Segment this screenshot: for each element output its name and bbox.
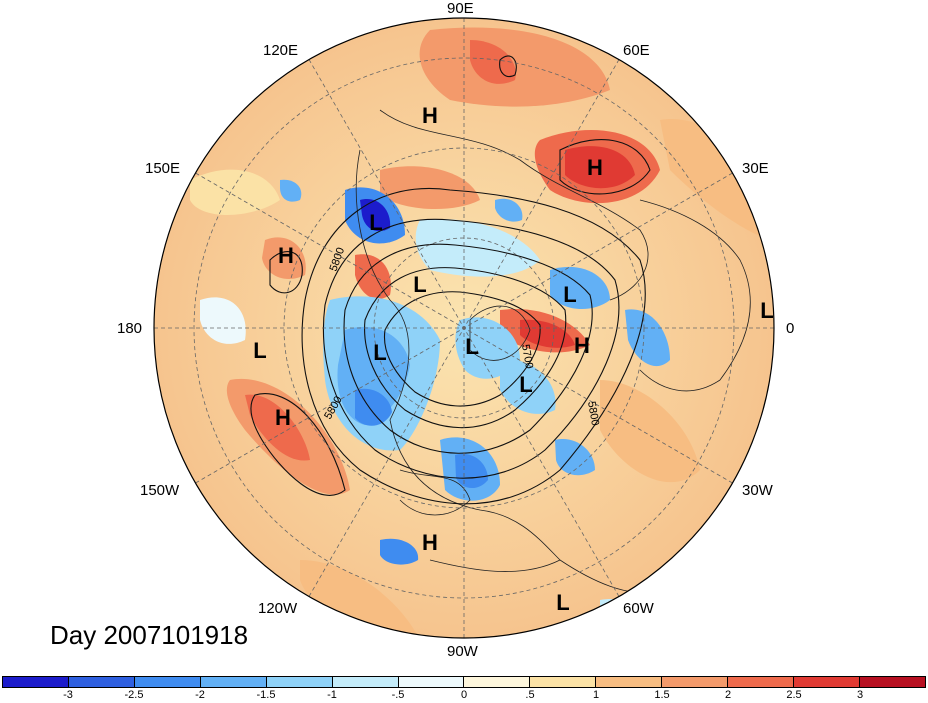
colorbar-tick-label: -3 xyxy=(63,689,73,701)
anomaly-field xyxy=(154,18,774,638)
colorbar-tick-label: 2.5 xyxy=(786,689,802,701)
map-boundary xyxy=(153,17,775,639)
low-pressure-marker: L xyxy=(465,334,478,359)
colorbar-tick-label: 3 xyxy=(856,689,864,701)
colorbar-swatch xyxy=(728,677,795,687)
high-pressure-marker: H xyxy=(278,243,294,268)
longitude-label-90e: 90E xyxy=(447,0,474,17)
longitude-label-180: 180 xyxy=(117,320,143,337)
colorbar-swatch xyxy=(68,677,135,687)
day-stamp: Day 2007101918 xyxy=(50,620,249,650)
colorbar-tick-label: 1 xyxy=(592,689,600,701)
colorbar-tick-label: -1.5 xyxy=(256,689,276,701)
low-pressure-marker: L xyxy=(369,210,382,235)
high-pressure-marker: H xyxy=(587,155,603,180)
colorbar-swatch xyxy=(464,677,531,687)
longitude-label-60e: 60E xyxy=(623,42,650,59)
colorbar-tick-labels: -3 -2.5 -2 -1.5 -1 -.5 0 .5 1 1.5 2 2.5 3 xyxy=(0,689,928,703)
longitude-label-150e: 150E xyxy=(145,160,181,177)
colorbar-tick-label: -1 xyxy=(327,689,337,701)
colorbar-swatch xyxy=(662,677,729,687)
longitude-label-30e: 30E xyxy=(742,160,769,177)
colorbar-swatch xyxy=(332,677,399,687)
colorbar-tick-label: -.5 xyxy=(391,689,405,701)
colorbar-tick-label: 1.5 xyxy=(654,689,670,701)
colorbar-swatch xyxy=(530,677,597,687)
high-pressure-marker: H xyxy=(422,530,438,555)
colorbar-swatch xyxy=(266,677,333,687)
colorbar-swatch xyxy=(794,677,860,687)
contour-label: 5800 xyxy=(585,400,601,426)
colorbar-tick-label: -2 xyxy=(195,689,205,701)
colorbar-tick-label: .5 xyxy=(525,689,535,701)
longitude-label-90w: 90W xyxy=(447,643,478,660)
colorbar-swatch xyxy=(398,677,465,687)
longitude-label-120w: 120W xyxy=(258,600,298,617)
colorbar-swatch xyxy=(596,677,663,687)
colorbar xyxy=(2,676,926,688)
colorbar-swatch xyxy=(200,677,267,687)
colorbar-tick-label: -2.5 xyxy=(124,689,144,701)
low-pressure-marker: L xyxy=(413,272,426,297)
low-pressure-marker: L xyxy=(519,372,532,397)
longitude-label-60w: 60W xyxy=(623,600,654,617)
low-pressure-marker: L xyxy=(253,338,266,363)
colorbar-tick-label: 2 xyxy=(724,689,732,701)
longitude-label-120e: 120E xyxy=(263,42,299,59)
low-pressure-marker: L xyxy=(556,590,569,615)
longitude-label-30w: 30W xyxy=(742,482,773,499)
colorbar-swatch xyxy=(134,677,201,687)
low-pressure-marker: L xyxy=(760,298,773,323)
contour-label: 5700 xyxy=(519,343,535,369)
colorbar-swatch xyxy=(859,677,925,687)
longitude-label-0: 0 xyxy=(786,320,795,337)
longitude-label-150w: 150W xyxy=(140,482,180,499)
colorbar-swatch xyxy=(3,677,69,687)
high-pressure-marker: H xyxy=(275,405,291,430)
low-pressure-marker: L xyxy=(563,282,576,307)
low-pressure-marker: L xyxy=(373,340,386,365)
colorbar-tick-label: 0 xyxy=(460,689,468,701)
high-pressure-marker: H xyxy=(422,103,438,128)
pressure-center-markers: H H L H L L L H L L L L H H L xyxy=(253,103,773,615)
high-pressure-marker: H xyxy=(574,333,590,358)
